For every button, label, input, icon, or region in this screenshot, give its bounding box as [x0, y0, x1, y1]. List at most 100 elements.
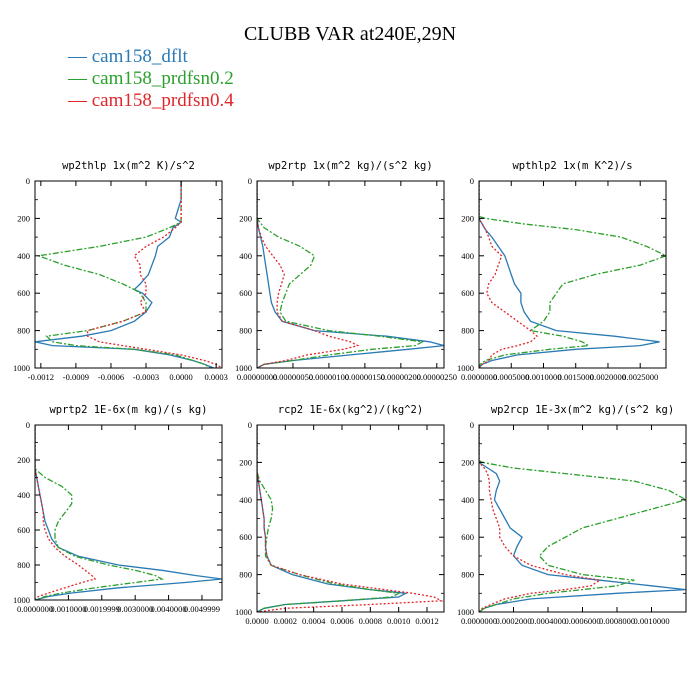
series-prdfsn02	[257, 425, 401, 612]
y-tick-label: 800	[239, 570, 252, 580]
y-tick-label: 1000	[13, 363, 30, 373]
x-tick-label: 0.0005000	[493, 372, 529, 382]
y-tick-label: 200	[461, 213, 474, 223]
y-tick-label: 200	[239, 213, 252, 223]
plot-frame	[34, 424, 223, 601]
legend-label-prdfsn04: cam158_prdfsn0.4	[92, 90, 234, 111]
series-dflt	[479, 425, 686, 612]
legend-marker-dflt: —	[67, 46, 92, 67]
y-tick-label: 400	[239, 495, 252, 505]
legend-marker-prdfsn04: —	[67, 90, 92, 111]
y-tick-label: 1000	[235, 363, 252, 373]
panel-5: rcp2 1E-6x(kg^2)/(kg^2) 0 200 400 600 800 1000…	[235, 404, 445, 626]
x-tick-label: 0.0040000	[151, 604, 187, 614]
legend-item-prdfsn04: — cam158_prdfsn0.4	[67, 90, 234, 111]
x-tick-label: 0.0008000	[599, 616, 635, 626]
x-tick-label: 0.0002000	[495, 616, 531, 626]
y-tick-label: 400	[461, 495, 474, 505]
y-tick-label: 600	[461, 532, 474, 542]
y-tick-label: 200	[239, 457, 252, 467]
x-tick-label: 0.0004	[302, 616, 326, 626]
x-tick-label: 0.0010000	[525, 372, 561, 382]
x-tick-label: 0.0002	[274, 616, 297, 626]
y-tick-label: 0	[248, 420, 252, 430]
panel-6: wp2rcp 1E-3x(m^2 kg)/(s^2 kg) 0 200 400 600 8…	[457, 404, 687, 626]
x-tick-label: -0.0006	[98, 372, 124, 382]
series-dflt	[257, 181, 444, 368]
series-prdfsn04	[35, 425, 97, 600]
x-tick-label: 0.0000	[169, 372, 192, 382]
x-tick-label: 0.0015000	[558, 372, 594, 382]
series-dflt	[35, 425, 222, 600]
panel-3: wpthlp2 1x(m K^2)/s020040060080010000.00…	[457, 160, 667, 382]
series-dflt	[257, 425, 409, 612]
panel-4: wprtp2 1E-6x(m kg)/(s kg) 0 200 400 600 800 10…	[13, 404, 223, 614]
x-tick-label: 0.0000	[245, 616, 268, 626]
series-prdfsn02	[38, 181, 211, 368]
x-tick-label: 0.0006	[330, 616, 353, 626]
series-prdfsn02	[257, 181, 425, 368]
x-tick-label: 0.0008	[359, 616, 382, 626]
series-dflt	[479, 181, 660, 368]
x-tick-label: 0.0019999	[84, 604, 120, 614]
x-tick-label: 0.0020000	[590, 372, 626, 382]
panel-1: wp2thlp 1x(m^2 K)/s^202004006008001000-0…	[13, 160, 228, 382]
x-tick-label: 0.0049999	[184, 604, 220, 614]
panel-title: wprtp2 1E-6x(m kg)/(s kg)	[49, 404, 207, 416]
y-tick-label: 800	[17, 560, 30, 570]
x-tick-label: 0.00000200	[381, 372, 421, 382]
panel-title: rcp2 1E-6x(kg^2)/(kg^2)	[278, 404, 423, 416]
series-prdfsn04	[86, 181, 222, 368]
x-tick-label: 0.0030000	[117, 604, 153, 614]
y-tick-label: 400	[17, 251, 30, 261]
x-tick-label: 0.00000150	[345, 372, 385, 382]
x-tick-label: 0.0000000	[17, 604, 53, 614]
y-tick-label: 800	[461, 326, 474, 336]
x-tick-label: 0.00000100	[309, 372, 349, 382]
legend-label-prdfsn02: cam158_prdfsn0.2	[92, 68, 234, 89]
x-tick-label: 0.0006000	[564, 616, 600, 626]
plot-frame	[34, 180, 223, 369]
series-prdfsn02	[35, 425, 165, 600]
x-tick-label: 0.0012	[415, 616, 438, 626]
x-tick-label: 0.0010	[387, 616, 410, 626]
y-tick-label: 200	[17, 455, 30, 465]
y-tick-label: 1000	[457, 607, 474, 617]
panel-title: wp2rtp 1x(m^2 kg)/(s^2 kg)	[268, 160, 432, 172]
y-tick-label: 600	[17, 525, 30, 535]
y-tick-label: 400	[239, 251, 252, 261]
panel-title: wpthlp2 1x(m K^2)/s	[512, 160, 632, 172]
x-tick-label: 0.0010000	[633, 616, 669, 626]
y-tick-label: 400	[461, 251, 474, 261]
x-tick-label: -0.0012	[28, 372, 54, 382]
x-tick-label: 0.00000000	[237, 372, 277, 382]
y-tick-label: 800	[17, 326, 30, 336]
x-tick-label: 0.0025000	[622, 372, 658, 382]
y-tick-label: 0	[248, 176, 252, 186]
y-tick-label: 800	[461, 570, 474, 580]
panel-2: wp2rtp 1x(m^2 kg)/(s^2 kg) 0 200 400 600 800 1…	[235, 160, 457, 382]
y-tick-label: 0	[26, 176, 30, 186]
figure-title: CLUBB VAR at240E,29N	[244, 23, 456, 45]
y-tick-label: 0	[470, 420, 474, 430]
y-tick-label: 800	[239, 326, 252, 336]
y-tick-label: 600	[239, 532, 252, 542]
series-prdfsn04	[479, 425, 602, 612]
legend-marker-prdfsn02: —	[67, 68, 92, 89]
panel-title: wp2rcp 1E-3x(m^2 kg)/(s^2 kg)	[491, 404, 674, 416]
y-tick-label: 0	[470, 176, 474, 186]
legend-label-dflt: cam158_dflt	[92, 46, 189, 67]
y-tick-label: 1000	[457, 363, 474, 373]
series-prdfsn04	[257, 425, 444, 612]
y-tick-label: 1000	[13, 595, 30, 605]
series-prdfsn02	[479, 181, 666, 368]
x-tick-label: 0.0000000	[461, 616, 497, 626]
panel-title: wp2thlp 1x(m^2 K)/s^2	[62, 160, 195, 172]
y-tick-label: 1000	[235, 607, 252, 617]
panels: wp2thlp 1x(m^2 K)/s^202004006008001000-0…	[13, 160, 687, 626]
series-prdfsn04	[257, 181, 360, 368]
x-tick-label: 0.00000250	[417, 372, 457, 382]
legend-item-prdfsn02: — cam158_prdfsn0.2	[67, 68, 234, 89]
x-tick-label: -0.0003	[133, 372, 159, 382]
